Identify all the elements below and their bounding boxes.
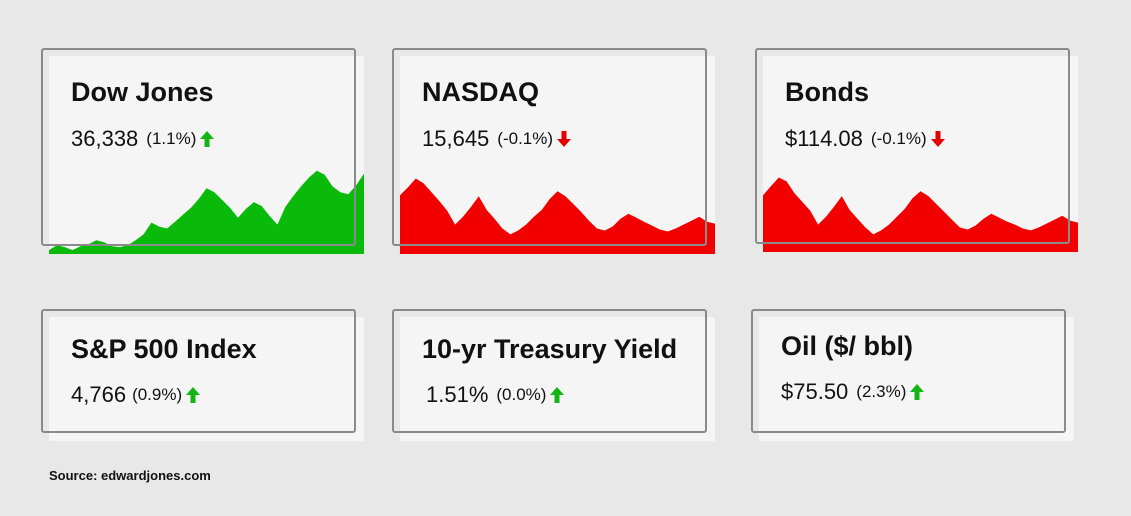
card-background [400, 317, 715, 441]
sp500-card: S&P 500 Index 4,766 (0.9%) [41, 309, 364, 441]
dow-jones-area-chart [49, 156, 364, 254]
card-title: 10-yr Treasury Yield [422, 334, 678, 364]
oil-card: Oil ($/ bbl) $75.50 (2.3%) [751, 309, 1074, 441]
card-change: (-0.1%) [497, 129, 554, 148]
card-quote: $114.08 (-0.1%) [785, 126, 945, 152]
area-series [400, 178, 715, 254]
arrow-up-shape [200, 131, 215, 147]
card-frame [392, 48, 707, 246]
nasdaq-area-chart [400, 156, 715, 254]
arrow-up-icon [200, 131, 215, 147]
arrow-up-shape [186, 387, 201, 403]
card-change: (0.9%) [132, 385, 183, 404]
card-title: S&P 500 Index [71, 334, 257, 364]
card-title: Bonds [785, 77, 869, 107]
card-value: 1.51% [426, 382, 489, 407]
arrow-down-shape [557, 131, 572, 147]
area-series [763, 177, 1078, 252]
card-frame [755, 48, 1070, 244]
card-quote: 1.51% (0.0%) [426, 382, 565, 408]
card-change: (0.0%) [496, 385, 547, 404]
arrow-up-icon [910, 384, 925, 400]
card-quote: $75.50 (2.3%) [781, 379, 925, 405]
card-value: $75.50 [781, 379, 849, 404]
area-series [49, 170, 364, 254]
card-value: 15,645 [422, 126, 490, 151]
card-change: (-0.1%) [870, 129, 927, 148]
arrow-down-shape [930, 131, 945, 147]
card-background [49, 317, 364, 441]
source-note: Source: edwardjones.com [49, 468, 211, 483]
card-value: 36,338 [71, 126, 139, 151]
card-quote: 36,338 (1.1%) [71, 126, 215, 152]
arrow-up-icon [186, 387, 201, 403]
card-title: NASDAQ [422, 77, 540, 107]
arrow-down-icon [930, 131, 945, 147]
arrow-up-shape [550, 387, 565, 403]
card-background [759, 317, 1074, 441]
card-change: (1.1%) [146, 129, 197, 148]
card-quote: 15,645 (-0.1%) [422, 126, 572, 152]
bonds-area-chart [763, 154, 1078, 252]
bonds-card: Bonds $114.08 (-0.1%) [755, 48, 1078, 252]
nasdaq-card: NASDAQ 15,645 (-0.1%) [392, 48, 715, 254]
card-quote: 4,766 (0.9%) [71, 382, 201, 408]
card-title: Dow Jones [71, 77, 214, 107]
card-frame [41, 309, 356, 433]
card-frame [751, 309, 1066, 433]
card-change: (2.3%) [856, 382, 907, 401]
arrow-up-shape [910, 384, 925, 400]
card-title: Oil ($/ bbl) [781, 331, 913, 361]
card-frame [392, 309, 707, 433]
card-value: $114.08 [785, 126, 863, 151]
card-value: 4,766 [71, 382, 127, 407]
arrow-up-icon [550, 387, 565, 403]
arrow-down-icon [557, 131, 572, 147]
treasury-yield-card: 10-yr Treasury Yield 1.51% (0.0%) [392, 309, 715, 441]
dow-jones-card: Dow Jones 36,338 (1.1%) [41, 48, 364, 254]
card-frame [41, 48, 356, 246]
